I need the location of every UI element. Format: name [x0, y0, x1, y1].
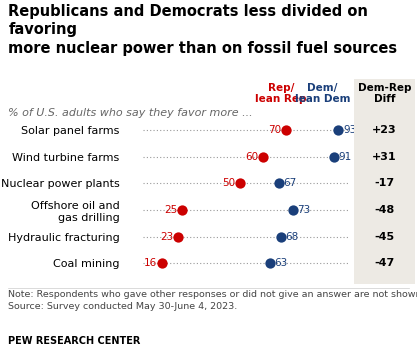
Text: Rep/
lean Rep: Rep/ lean Rep	[255, 83, 307, 104]
Text: 73: 73	[297, 205, 310, 215]
Text: -48: -48	[374, 205, 395, 215]
Point	[335, 127, 342, 133]
Point	[282, 127, 289, 133]
Point	[158, 260, 165, 266]
Point	[276, 180, 282, 186]
Text: Republicans and Democrats less divided on favoring
more nuclear power than on fo: Republicans and Democrats less divided o…	[8, 4, 397, 56]
Text: 68: 68	[286, 231, 299, 242]
Text: % of U.S. adults who say they favor more ...: % of U.S. adults who say they favor more…	[8, 108, 253, 118]
Text: 63: 63	[274, 258, 287, 268]
Point	[179, 207, 186, 213]
Point	[289, 207, 296, 213]
Text: PEW RESEARCH CENTER: PEW RESEARCH CENTER	[8, 336, 141, 346]
Text: Dem-Rep
Diff: Dem-Rep Diff	[358, 83, 412, 104]
Point	[236, 180, 243, 186]
Point	[278, 234, 284, 239]
Text: 60: 60	[245, 152, 258, 162]
Text: 67: 67	[284, 178, 296, 188]
Text: -45: -45	[374, 231, 395, 242]
Text: -17: -17	[374, 178, 395, 188]
Text: -47: -47	[374, 258, 395, 268]
Text: 23: 23	[160, 231, 173, 242]
Text: Dem/
lean Dem: Dem/ lean Dem	[294, 83, 350, 104]
Text: 91: 91	[339, 152, 352, 162]
Text: +23: +23	[372, 125, 397, 135]
Text: 50: 50	[222, 178, 235, 188]
Text: 93: 93	[343, 125, 356, 135]
Point	[174, 234, 181, 239]
Point	[266, 260, 273, 266]
Point	[331, 154, 337, 160]
Text: 70: 70	[268, 125, 281, 135]
Point	[259, 154, 266, 160]
Text: 25: 25	[165, 205, 178, 215]
Text: Note: Respondents who gave other responses or did not give an answer are not sho: Note: Respondents who gave other respons…	[8, 290, 417, 311]
Text: +31: +31	[372, 152, 397, 162]
Text: 16: 16	[144, 258, 157, 268]
